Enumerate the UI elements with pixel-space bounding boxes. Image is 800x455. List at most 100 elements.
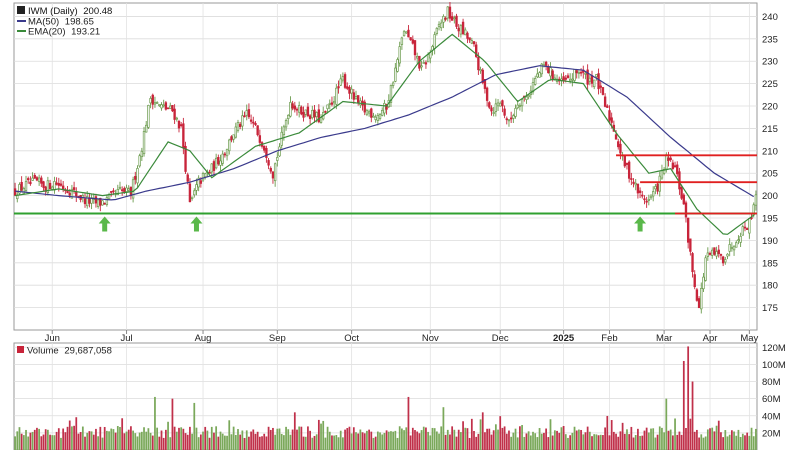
volume-bar <box>333 435 336 450</box>
volume-bar <box>46 429 49 450</box>
legend-ema-label: EMA(20) <box>28 27 65 38</box>
volume-bar <box>422 426 425 450</box>
volume-bar <box>191 433 193 450</box>
volume-bar <box>320 423 322 450</box>
volume-bar <box>199 434 202 450</box>
candle-body <box>509 117 513 120</box>
volume-bar <box>114 432 117 450</box>
candle-body <box>724 259 727 263</box>
candle-body <box>42 181 45 188</box>
volume-bar <box>724 430 727 450</box>
candle-body <box>193 190 196 196</box>
volume-bar <box>311 437 314 450</box>
candle-body <box>402 31 406 37</box>
date-axis-labels: Jun Jul Aug Sep Oct Nov Dec 2025 Feb Mar Apr May <box>45 333 759 344</box>
volume-bar <box>289 434 292 450</box>
candle-body <box>645 200 648 203</box>
candle-body <box>332 100 336 104</box>
candle-body <box>632 181 635 184</box>
volume-bar <box>165 429 167 450</box>
candle-body <box>204 173 207 178</box>
candle-body <box>481 69 484 83</box>
volume-bar <box>125 431 128 450</box>
candle-body <box>619 143 622 154</box>
volume-bar <box>263 433 266 450</box>
candle-body <box>308 115 312 119</box>
candle-body <box>711 249 714 256</box>
candle-body <box>169 105 172 109</box>
volume-bar <box>44 429 47 450</box>
candle-body <box>719 254 723 256</box>
candle-body <box>407 29 410 38</box>
volume-tick-label: 40M <box>762 411 781 422</box>
candle-body <box>372 115 375 118</box>
candle-body <box>544 61 548 66</box>
candle-body <box>649 195 653 199</box>
candle-body <box>658 175 661 192</box>
volume-bar <box>160 430 163 450</box>
candle-body <box>656 183 659 192</box>
volume-bar <box>398 426 401 450</box>
volume-bar <box>195 427 198 450</box>
volume-bar <box>591 436 593 450</box>
candle-body <box>252 121 255 124</box>
candle-body <box>147 104 150 128</box>
volume-bar <box>722 437 725 450</box>
volume-bars <box>14 346 757 450</box>
volume-bar <box>88 431 91 450</box>
candle-body <box>123 188 126 193</box>
candle-body <box>138 155 141 167</box>
candle-body <box>243 115 246 118</box>
candle-body <box>752 204 755 216</box>
volume-bar <box>138 432 141 450</box>
volume-bar <box>621 422 624 450</box>
volume-bar <box>20 433 23 450</box>
candle-body <box>496 102 500 107</box>
volume-bar <box>60 437 62 450</box>
candle-body <box>118 186 122 189</box>
candle-body <box>149 98 152 104</box>
volume-bar <box>446 429 449 450</box>
volume-bar <box>49 434 51 450</box>
volume-bar <box>538 428 541 450</box>
volume-bar <box>387 431 390 450</box>
candle-body <box>389 84 393 103</box>
candle-body <box>606 105 609 108</box>
candle-body <box>278 146 281 157</box>
volume-bar <box>523 436 526 450</box>
candle-body <box>617 141 620 148</box>
candle-body <box>534 78 537 85</box>
candle-body <box>566 75 570 78</box>
volume-bar <box>234 434 237 450</box>
volume-bar <box>597 435 600 450</box>
candle-body <box>94 196 98 204</box>
volume-bar <box>392 431 395 450</box>
candle-body <box>53 181 56 191</box>
volume-bar <box>425 427 427 450</box>
volume-bar <box>258 436 261 450</box>
volume-bar <box>217 436 220 450</box>
volume-bar <box>671 435 674 450</box>
candle-body <box>586 69 589 85</box>
volume-bar <box>239 434 242 450</box>
volume-bar <box>75 417 78 450</box>
ema20-line <box>15 33 755 235</box>
volume-bar <box>643 430 646 450</box>
volume-bar <box>630 426 633 450</box>
candle-body <box>201 173 205 181</box>
volume-bar <box>490 434 493 450</box>
candle-body <box>254 122 257 125</box>
candle-body <box>18 184 21 194</box>
symbol-marker-icon <box>17 6 25 14</box>
candle-body <box>477 56 480 71</box>
volume-bar <box>81 426 84 450</box>
volume-bar <box>178 427 180 450</box>
candle-body <box>330 102 334 105</box>
volume-bar <box>479 419 482 450</box>
candle-body <box>166 107 170 110</box>
volume-bar <box>307 426 309 450</box>
candle-body <box>610 117 613 123</box>
volume-bar <box>208 437 211 450</box>
candle-body <box>291 103 294 109</box>
candle-body <box>335 87 338 105</box>
